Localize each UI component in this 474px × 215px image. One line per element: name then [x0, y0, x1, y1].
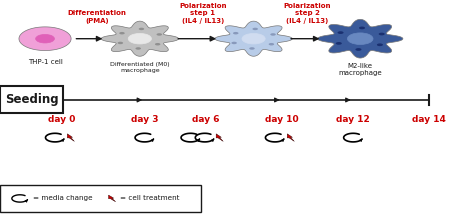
Circle shape [347, 33, 373, 45]
Circle shape [118, 42, 123, 44]
Circle shape [119, 32, 125, 34]
Text: M2-like
macrophage: M2-like macrophage [338, 63, 382, 76]
Circle shape [253, 28, 258, 30]
Circle shape [231, 42, 237, 44]
Polygon shape [318, 19, 403, 58]
Text: day 0: day 0 [48, 115, 75, 124]
Polygon shape [67, 134, 74, 141]
Text: day 14: day 14 [412, 115, 446, 124]
Circle shape [379, 33, 385, 35]
Circle shape [377, 43, 383, 46]
Circle shape [269, 43, 274, 45]
Text: Differentiation
(PMA): Differentiation (PMA) [68, 10, 127, 24]
Circle shape [139, 28, 144, 30]
Polygon shape [19, 27, 71, 51]
Circle shape [155, 43, 160, 45]
Polygon shape [215, 21, 292, 56]
Circle shape [337, 31, 344, 34]
Polygon shape [287, 134, 294, 141]
Circle shape [36, 34, 55, 43]
Text: THP-1 cell: THP-1 cell [27, 59, 63, 65]
FancyBboxPatch shape [0, 86, 63, 113]
Circle shape [156, 33, 162, 36]
Text: day 10: day 10 [265, 115, 299, 124]
Circle shape [128, 34, 151, 44]
Text: day 6: day 6 [192, 115, 220, 124]
Text: day 3: day 3 [131, 115, 158, 124]
FancyBboxPatch shape [0, 185, 201, 212]
Polygon shape [216, 134, 223, 141]
Polygon shape [101, 21, 179, 56]
Circle shape [336, 42, 342, 45]
Text: = cell treatment: = cell treatment [120, 195, 180, 201]
Circle shape [233, 32, 238, 34]
Circle shape [359, 27, 365, 29]
Polygon shape [109, 195, 116, 202]
Circle shape [242, 34, 265, 44]
Text: Polarization
step 2
(IL4 / IL13): Polarization step 2 (IL4 / IL13) [283, 3, 331, 24]
Text: Seeding: Seeding [5, 93, 58, 106]
Text: Polarization
step 1
(IL4 / IL13): Polarization step 1 (IL4 / IL13) [179, 3, 227, 24]
Text: Differentiated (M0)
macrophage: Differentiated (M0) macrophage [110, 62, 170, 73]
Text: = media change: = media change [33, 195, 93, 201]
Text: day 12: day 12 [336, 115, 370, 124]
Circle shape [356, 48, 362, 51]
Circle shape [136, 47, 141, 50]
Circle shape [270, 33, 276, 36]
Circle shape [249, 47, 255, 50]
